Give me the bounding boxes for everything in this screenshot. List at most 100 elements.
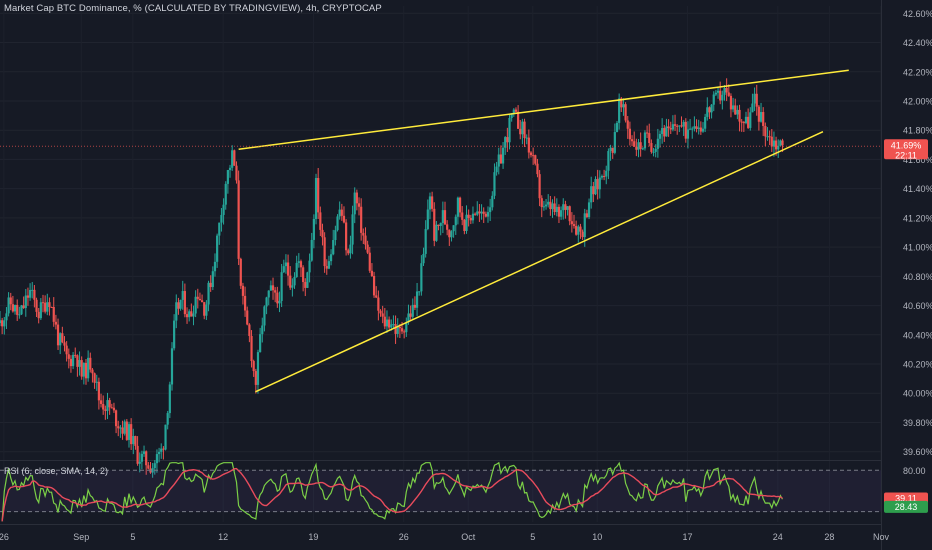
candle-body: [723, 88, 726, 95]
candle-body: [594, 179, 597, 195]
candle-body: [618, 98, 621, 123]
candle-body: [467, 214, 470, 219]
candle-body: [652, 151, 655, 153]
candle-body: [213, 261, 217, 272]
candle-body: [74, 354, 77, 356]
candle-body: [759, 112, 763, 122]
candle-body: [200, 300, 204, 303]
candle-body: [519, 128, 522, 135]
candle-body: [108, 400, 111, 408]
candle-body: [527, 137, 530, 153]
candle-body: [127, 424, 131, 440]
candle-body: [734, 105, 737, 115]
candle-body: [542, 206, 546, 208]
candle-body: [751, 103, 754, 113]
candle-body: [291, 285, 294, 288]
candle-body: [220, 214, 223, 223]
candle-body: [777, 145, 780, 150]
candle-body: [22, 305, 25, 309]
rsi-sma-badge: 28.43: [884, 500, 928, 513]
candle-body: [686, 129, 690, 139]
candle-body: [362, 232, 365, 236]
y-tick-label: 40.60%: [903, 301, 932, 311]
candle-body: [388, 319, 391, 328]
y-tick-label: 41.80%: [903, 126, 932, 136]
candle-body: [448, 229, 451, 238]
grid-lines: [0, 0, 882, 550]
candle-body: [764, 125, 767, 137]
candle-body: [140, 453, 143, 462]
last-price-label: 41.69%: [891, 140, 922, 150]
candle-body: [671, 124, 674, 130]
candle-body: [596, 179, 599, 190]
candle-body: [443, 210, 447, 225]
candle-body: [424, 229, 427, 254]
y-tick-label: 42.40%: [903, 38, 932, 48]
candle-body: [87, 357, 90, 379]
candle-body: [645, 132, 649, 134]
candle-body: [575, 225, 578, 235]
candle-body: [325, 266, 328, 269]
candle-body: [130, 424, 133, 445]
candle-body: [0, 320, 2, 324]
candle-body: [246, 310, 249, 325]
candle-body: [400, 328, 404, 332]
candle-body: [157, 451, 161, 455]
candle-body: [20, 305, 23, 315]
candle-body: [372, 275, 376, 296]
candle-body: [403, 331, 406, 333]
candle-body: [725, 88, 728, 93]
candle-body: [529, 152, 533, 156]
candle-body: [153, 463, 156, 469]
candle-body: [302, 267, 305, 283]
candle-body: [456, 197, 460, 217]
candle-body: [319, 212, 322, 230]
candle-body: [587, 202, 591, 218]
candle-body: [110, 407, 113, 409]
candle-body: [435, 224, 438, 241]
candle-body: [540, 198, 543, 208]
candle-body: [566, 206, 569, 210]
trendlines: [0, 69, 881, 393]
candle-body: [762, 112, 765, 126]
candle-body: [661, 128, 664, 134]
candle-body: [390, 324, 393, 328]
candle-body: [196, 296, 199, 299]
candle-body: [474, 213, 477, 215]
candle-body: [409, 313, 412, 317]
candle-body: [411, 304, 414, 317]
candle-body: [239, 258, 242, 286]
candle-body: [104, 409, 107, 411]
candle-body: [102, 403, 105, 410]
candle-countdown-label: 22:11: [895, 150, 917, 160]
candle-body: [667, 126, 670, 129]
candle-body: [351, 214, 354, 245]
candle-body: [504, 137, 507, 148]
candle-body: [360, 206, 363, 233]
candle-body: [269, 285, 272, 291]
candle-body: [306, 272, 309, 288]
candle-body: [340, 209, 343, 216]
rsi-sma-badge-bg: [884, 500, 928, 513]
candle-body: [650, 143, 653, 152]
candle-body: [706, 107, 709, 117]
candle-body: [267, 290, 270, 298]
rsi-pane: [0, 461, 881, 522]
candle-body: [179, 299, 182, 309]
candle-body: [592, 186, 595, 195]
candle-body: [168, 384, 171, 414]
candle-body: [95, 381, 98, 383]
candle-body: [67, 354, 70, 359]
candle-body: [61, 333, 64, 343]
y-tick-label: 42.60%: [903, 9, 932, 19]
candle-body: [93, 373, 96, 383]
candle-body: [276, 292, 279, 304]
candle-body: [31, 289, 34, 291]
rsi-sma-line: [1, 467, 783, 522]
candle-body: [166, 413, 169, 425]
candle-body: [570, 221, 573, 225]
candle-body: [454, 216, 457, 226]
candle-body: [284, 262, 288, 267]
candle-body: [379, 310, 382, 314]
candle-body: [658, 133, 662, 139]
